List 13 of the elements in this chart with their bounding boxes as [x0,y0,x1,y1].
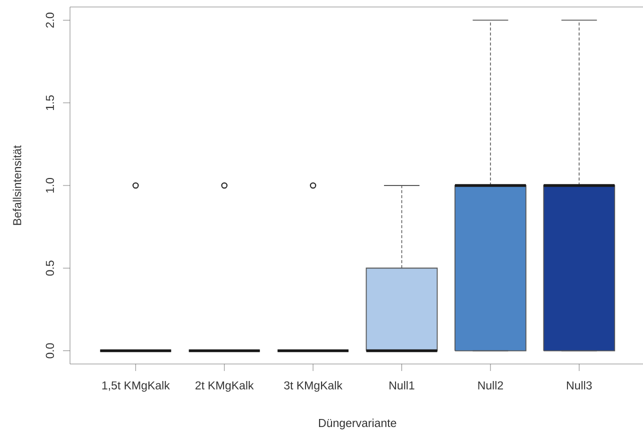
x-tick-label: 2t KMgKalk [196,381,254,392]
x-axis-title: Düngervariante [319,418,396,430]
x-tick-label: Null3 [566,381,592,390]
y-tick-label: 1.0 [46,178,54,193]
y-tick-label: 0.0 [46,343,54,358]
y-tick-label: 1.5 [46,95,54,110]
x-tick-label: Null1 [390,381,414,390]
y-axis-title: Befallsintensität [12,145,22,225]
x-tick-label: 3t KMgKalk [284,381,342,392]
y-tick-label: 2.0 [46,12,54,28]
x-tick-label: Null2 [478,381,503,390]
y-tick-label: 0.5 [46,260,54,276]
x-tick-label: 1,5t KMgKalk [102,381,170,392]
